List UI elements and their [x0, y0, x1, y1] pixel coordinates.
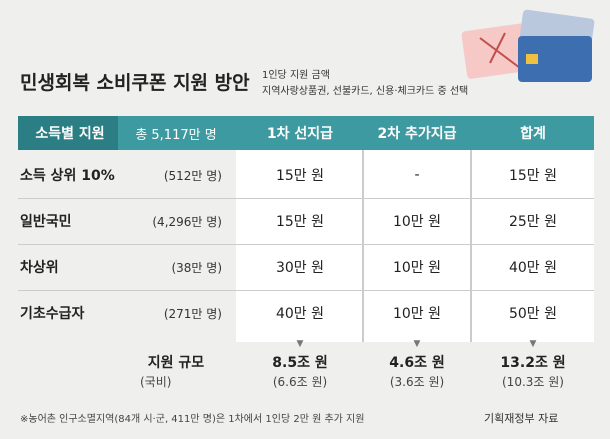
cell: (271만 명) — [163, 306, 222, 321]
column-header: 소득별 지원 — [35, 126, 105, 142]
summary-value: 4.6조 원 — [389, 355, 445, 371]
row-line — [18, 198, 594, 199]
cell: 10만 원 — [392, 260, 442, 276]
summary-value: 13.2조 원 — [500, 355, 566, 371]
cell: 10만 원 — [392, 306, 442, 322]
arrow: ▼ — [296, 339, 304, 349]
cell: 소득 상위 10% — [20, 168, 115, 184]
card-icons — [461, 9, 595, 82]
cell: (512만 명) — [163, 168, 222, 183]
title: 민생회복 소비쿠폰 지원 방안 — [20, 72, 250, 94]
cell: 15만 원 — [508, 168, 558, 184]
cell: 15만 원 — [275, 214, 325, 230]
cell: 일반국민 — [20, 214, 72, 230]
note: 지역사랑상품권, 선불카드, 신용·체크카드 중 선택 — [262, 86, 469, 97]
source: 기획재정부 자료 — [484, 412, 559, 425]
cell: 15만 원 — [275, 168, 325, 184]
separator — [470, 150, 472, 342]
separator — [362, 150, 364, 342]
cell: 40만 원 — [275, 306, 325, 322]
cell: 10만 원 — [392, 214, 442, 230]
table-panel — [236, 150, 594, 342]
summary-sublabel: (국비) — [140, 374, 172, 389]
column-header: 총 5,117만 명 — [135, 127, 217, 143]
summary-subvalue: (3.6조 원) — [389, 374, 445, 389]
arrow: ▼ — [529, 339, 537, 349]
cell: 50만 원 — [508, 306, 558, 322]
cell: 30만 원 — [275, 260, 325, 276]
note: 1인당 지원 금액 — [262, 70, 330, 81]
cell: 차상위 — [20, 260, 59, 276]
summary-value: 8.5조 원 — [272, 355, 328, 371]
footnote: ※농어촌 인구소멸지역(84개 시·군, 411만 명)은 1차에서 1인당 2… — [20, 414, 365, 425]
cell: (38만 명) — [171, 260, 222, 275]
summary-subvalue: (6.6조 원) — [272, 374, 328, 389]
column-header: 2차 추가지급 — [377, 126, 457, 142]
summary-label: 지원 규모 — [147, 355, 205, 371]
column-header: 1차 선지급 — [266, 126, 334, 142]
header-bg — [18, 116, 118, 150]
summary-subvalue: (10.3조 원) — [502, 374, 564, 389]
cell: 기초수급자 — [20, 306, 85, 322]
column-header: 합계 — [520, 126, 546, 142]
cell: 25만 원 — [508, 214, 558, 230]
cell: - — [414, 167, 420, 183]
arrow: ▼ — [413, 339, 421, 349]
row-line — [18, 290, 594, 291]
cell: 40만 원 — [508, 260, 558, 276]
cell: (4,296만 명) — [152, 214, 222, 229]
row-line — [18, 244, 594, 245]
